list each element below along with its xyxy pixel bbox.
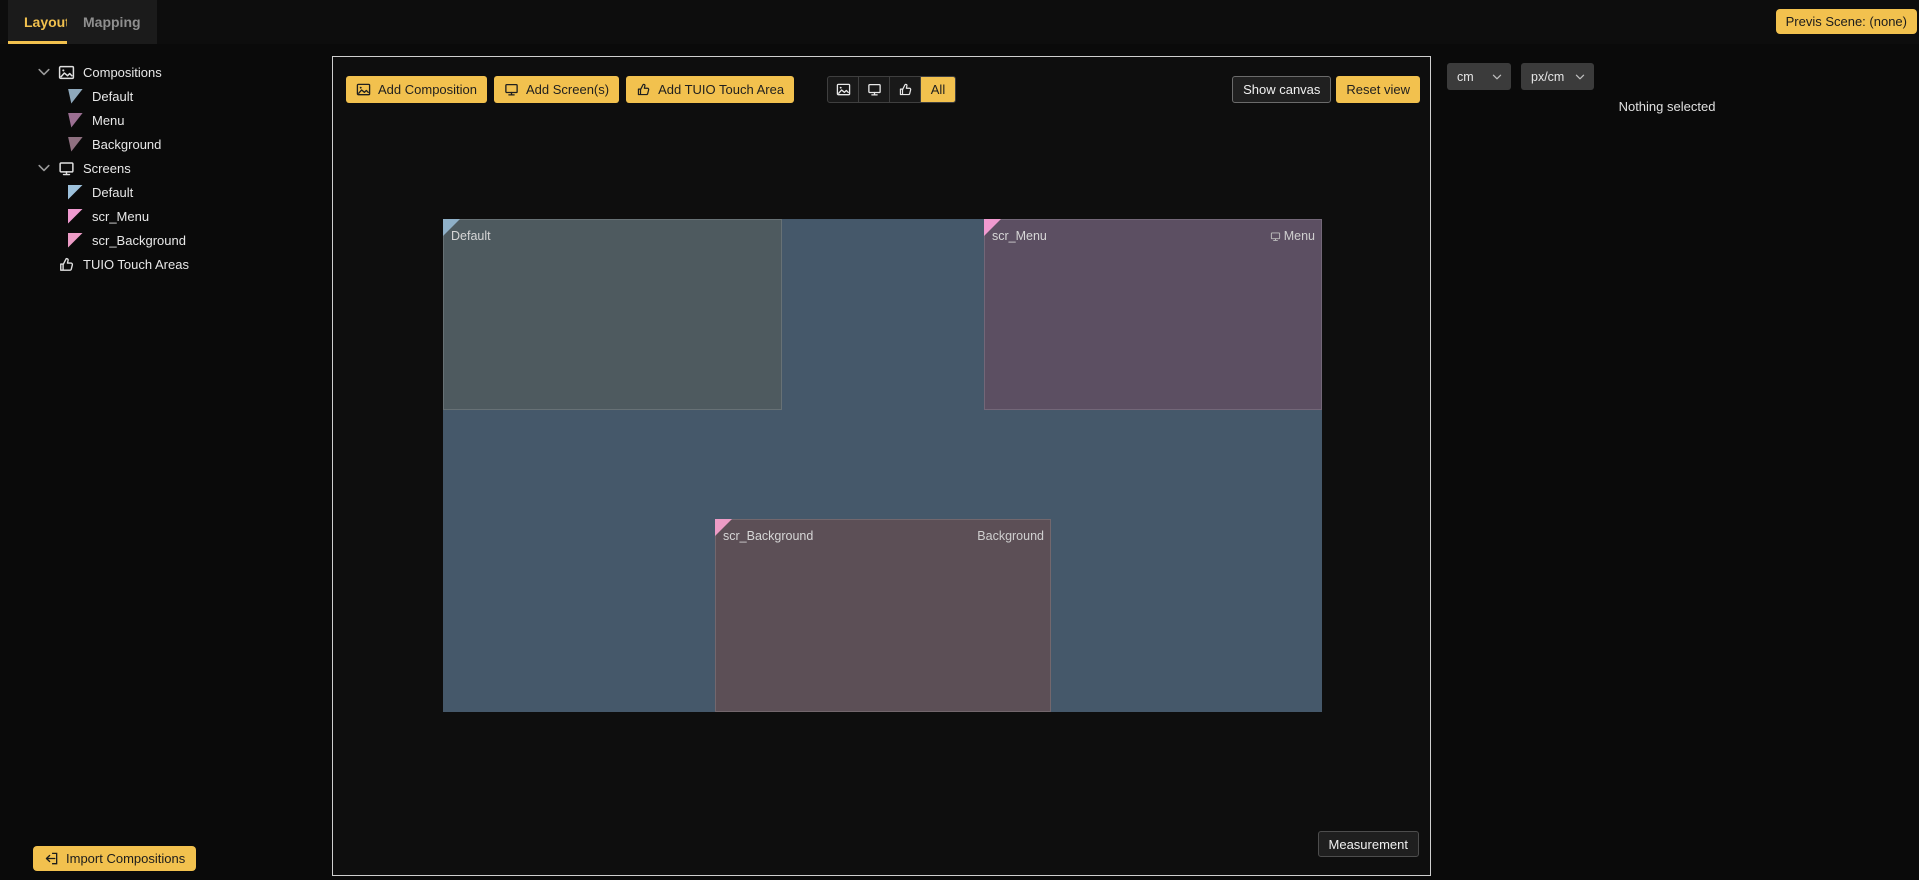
tree-group-compositions[interactable]: Compositions: [0, 60, 331, 84]
canvas-area[interactable]: Default scr_Menu Menu scr_Background Bac…: [443, 219, 1322, 712]
add-screens-button[interactable]: Add Screen(s): [494, 76, 620, 103]
image-icon: [356, 83, 371, 96]
monitor-icon: [505, 83, 518, 96]
add-tuio-label: Add TUIO Touch Area: [658, 82, 785, 97]
tree-item-screen-default[interactable]: Default: [0, 180, 331, 204]
tree-label: Default: [92, 184, 134, 200]
sidebar: Compositions Default Menu Background Scr…: [0, 44, 331, 880]
filter-screens-button[interactable]: [859, 77, 890, 102]
assigned-composition-label: Background: [977, 529, 1044, 543]
composition-triangle-icon: [68, 136, 83, 152]
scale-select[interactable]: px/cm: [1521, 63, 1594, 90]
top-tab-bar: Layout Mapping Previs Scene: (none): [0, 0, 1919, 44]
filter-tuio-button[interactable]: [890, 77, 921, 102]
selection-status-text: Nothing selected: [1618, 99, 1716, 114]
import-icon: [45, 852, 58, 865]
tree-label: Background: [92, 136, 162, 152]
tree-item-composition-menu[interactable]: Menu: [0, 108, 331, 132]
image-icon: [836, 83, 850, 96]
tree-item-composition-default[interactable]: Default: [0, 84, 331, 108]
tree-label: scr_Menu: [92, 208, 150, 224]
tree-item-screen-scr-background[interactable]: scr_Background: [0, 228, 331, 252]
canvas-rect-scr-menu[interactable]: scr_Menu Menu: [984, 219, 1322, 410]
add-composition-button[interactable]: Add Composition: [346, 76, 487, 103]
filter-all-button[interactable]: All: [921, 77, 955, 102]
canvas-rect-scr-background[interactable]: scr_Background Background: [715, 519, 1051, 712]
composition-triangle-icon: [68, 88, 83, 104]
monitor-icon: [1270, 231, 1280, 241]
assigned-composition-label: Menu: [1270, 229, 1315, 243]
add-screens-label: Add Screen(s): [526, 82, 610, 97]
layer-tree: Compositions Default Menu Background Scr…: [0, 60, 331, 276]
add-toolbar: Add Composition Add Screen(s) Add TUIO T…: [346, 76, 795, 103]
thumbs-up-icon: [637, 83, 650, 96]
assigned-composition-text: Background: [977, 529, 1044, 543]
screen-triangle-icon: [68, 184, 83, 200]
rect-name-label: scr_Menu: [992, 229, 1047, 243]
scale-select-value: px/cm: [1531, 69, 1565, 84]
canvas-rect-default[interactable]: Default: [443, 219, 782, 410]
tree-label: Default: [92, 88, 134, 104]
view-toolbar: Show canvas Reset view: [1232, 76, 1420, 103]
tree-label: scr_Background: [92, 232, 186, 248]
chevron-down-icon: [1492, 74, 1502, 79]
thumbs-up-icon: [899, 83, 911, 96]
rect-name-label: Default: [451, 229, 491, 243]
rect-name-label: scr_Background: [723, 529, 814, 543]
import-compositions-button[interactable]: Import Compositions: [33, 846, 197, 871]
add-composition-label: Add Composition: [378, 82, 477, 97]
compositions-image-icon: [58, 64, 75, 81]
tree-group-screens[interactable]: Screens: [0, 156, 331, 180]
thumbs-up-icon: [58, 256, 75, 273]
unit-select-value: cm: [1457, 69, 1474, 84]
tab-mapping[interactable]: Mapping: [67, 0, 157, 44]
tree-label: Compositions: [83, 64, 162, 80]
tree-item-composition-background[interactable]: Background: [0, 132, 331, 156]
chevron-down-icon[interactable]: [36, 64, 52, 80]
import-compositions-label: Import Compositions: [66, 851, 186, 866]
layout-canvas-panel: Add Composition Add Screen(s) Add TUIO T…: [332, 56, 1431, 876]
composition-triangle-icon: [68, 112, 83, 128]
add-tuio-touch-area-button[interactable]: Add TUIO Touch Area: [626, 76, 795, 103]
monitor-icon: [867, 83, 881, 96]
screen-triangle-icon: [68, 208, 83, 224]
screens-monitor-icon: [58, 160, 75, 177]
chevron-down-icon[interactable]: [36, 160, 52, 176]
unit-select[interactable]: cm: [1447, 63, 1511, 90]
measurement-button[interactable]: Measurement: [1317, 831, 1419, 857]
tree-label: Screens: [83, 160, 131, 176]
tree-label: Menu: [92, 112, 125, 128]
tree-group-tuio-touch-areas[interactable]: TUIO Touch Areas: [0, 252, 331, 276]
reset-view-button[interactable]: Reset view: [1336, 76, 1420, 103]
chevron-down-icon: [1575, 74, 1585, 79]
previs-scene-button[interactable]: Previs Scene: (none): [1775, 9, 1917, 34]
tree-item-screen-scr-menu[interactable]: scr_Menu: [0, 204, 331, 228]
tree-label: TUIO Touch Areas: [83, 256, 189, 272]
filter-compositions-button[interactable]: [828, 77, 859, 102]
type-filter-group: All: [827, 76, 956, 103]
assigned-composition-text: Menu: [1283, 229, 1315, 243]
screen-triangle-icon: [68, 232, 83, 248]
show-canvas-button[interactable]: Show canvas: [1232, 76, 1332, 103]
